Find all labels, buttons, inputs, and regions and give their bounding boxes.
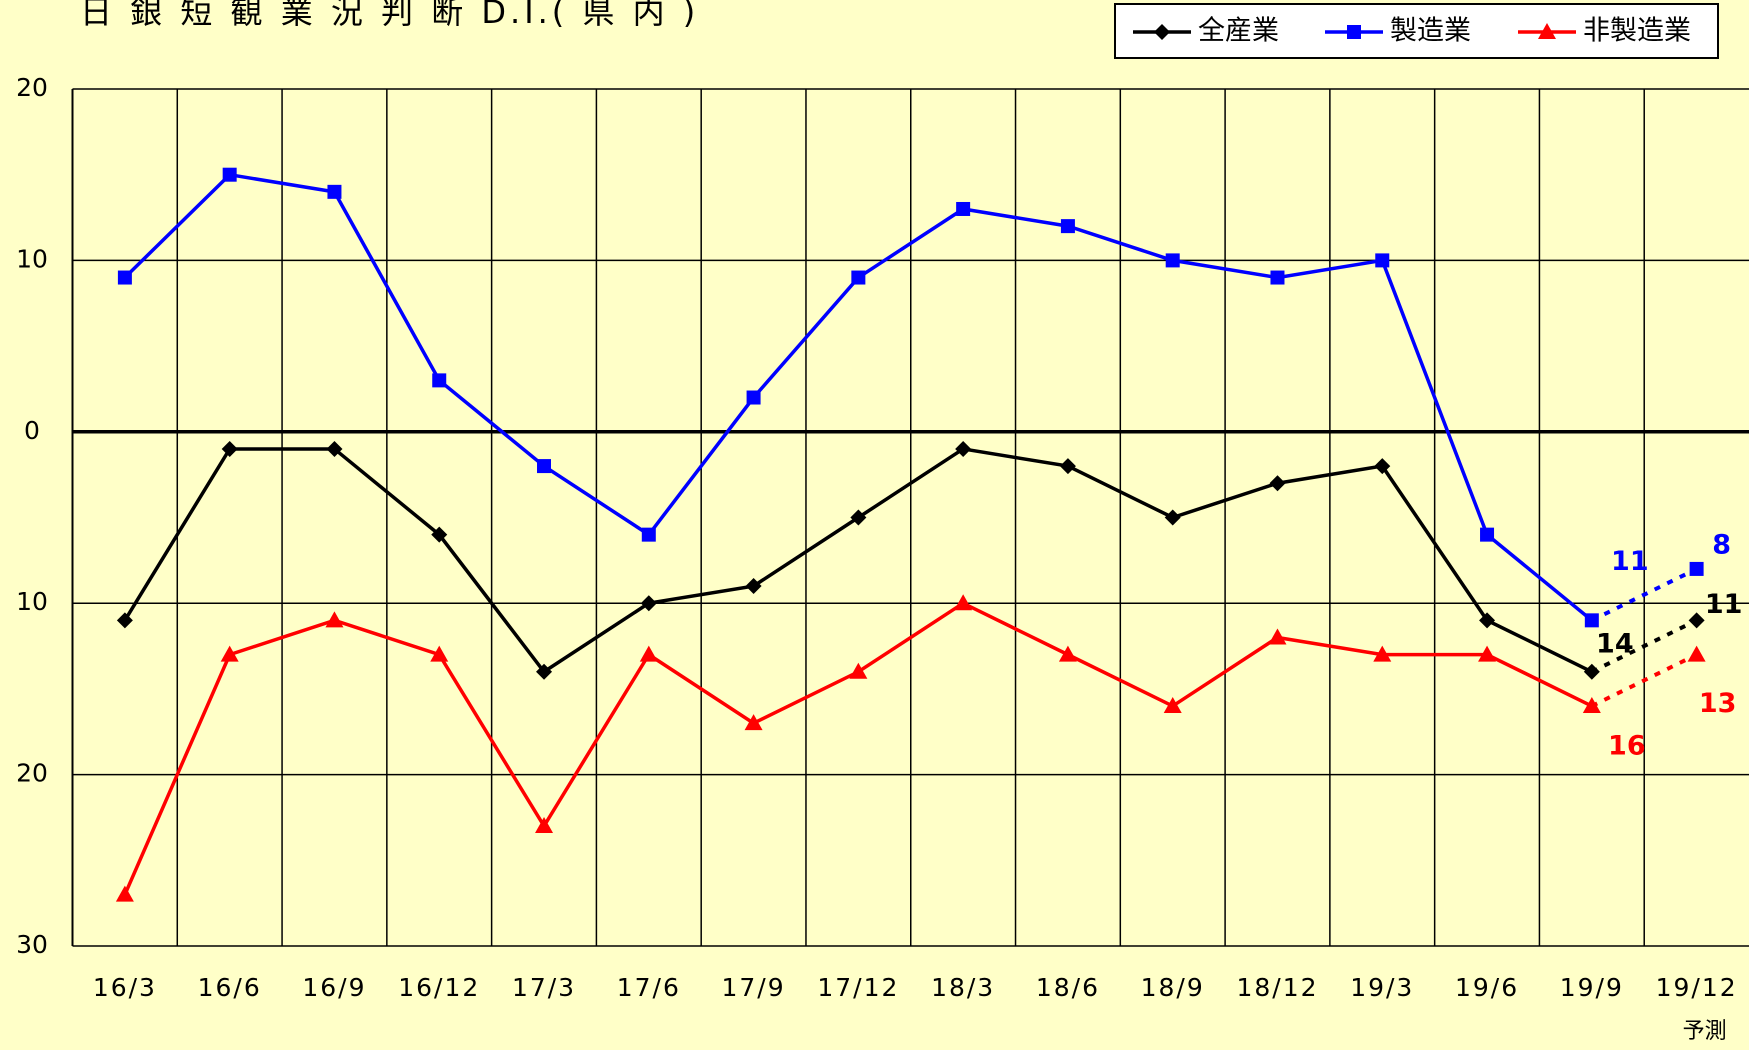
marker xyxy=(1347,25,1361,39)
marker xyxy=(1154,24,1170,40)
marker xyxy=(1375,253,1390,268)
x-tick-label: 19/9 xyxy=(1560,973,1624,1002)
marker xyxy=(1059,458,1076,475)
marker xyxy=(1687,645,1706,662)
x-tick-label: 17/9 xyxy=(722,973,786,1002)
x-tick-label: 17/6 xyxy=(617,973,681,1002)
forecast-line xyxy=(1590,567,1698,623)
marker xyxy=(850,509,867,526)
data-label: 13 xyxy=(1699,688,1737,719)
marker xyxy=(1164,509,1181,526)
marker xyxy=(1165,253,1180,268)
marker xyxy=(432,373,447,388)
x-tick-label: 19/6 xyxy=(1455,973,1519,1002)
x-tick-label: 19/3 xyxy=(1350,973,1414,1002)
marker xyxy=(325,611,344,628)
data-label: 8 xyxy=(1712,529,1731,560)
y-tick-label: 10 xyxy=(16,587,48,616)
marker xyxy=(641,527,656,542)
marker xyxy=(536,663,553,680)
x-tick-label: 18/9 xyxy=(1141,973,1205,1002)
marker xyxy=(1689,561,1704,576)
marker xyxy=(431,526,448,543)
x-tick-label: 16/3 xyxy=(93,973,157,1002)
forecast-line xyxy=(1590,652,1698,708)
x-tick-label: 17/3 xyxy=(512,973,576,1002)
x-tick-label: 16/6 xyxy=(198,973,262,1002)
chart-title: 日 銀 短 観 業 況 判 断 D.I.( 県 内 ) xyxy=(80,0,699,31)
marker xyxy=(326,440,343,457)
x-tick-label: 19/12 xyxy=(1656,973,1738,1002)
marker xyxy=(1480,527,1495,542)
forecast-line xyxy=(1590,618,1698,674)
data-label: 11 xyxy=(1611,546,1649,577)
legend-box xyxy=(1114,3,1719,59)
marker xyxy=(640,595,657,612)
data-label: 16 xyxy=(1608,731,1646,762)
marker xyxy=(954,594,973,611)
y-tick-label: 10 xyxy=(16,244,48,273)
marker xyxy=(1163,697,1182,714)
marker xyxy=(851,270,866,285)
marker xyxy=(1583,663,1600,680)
marker xyxy=(117,270,132,285)
marker xyxy=(745,578,762,595)
x-tick-label: 17/12 xyxy=(817,973,899,1002)
x-tick-label: 18/3 xyxy=(931,973,995,1002)
legend-label: 製造業 xyxy=(1390,16,1471,47)
marker xyxy=(1373,645,1392,662)
marker xyxy=(1479,612,1496,629)
marker xyxy=(1268,628,1287,645)
marker xyxy=(1478,645,1497,662)
x-tick-label: 18/12 xyxy=(1236,973,1318,1002)
marker xyxy=(327,184,342,199)
y-tick-label: 20 xyxy=(16,759,48,788)
x-tick-label: 16/9 xyxy=(302,973,366,1002)
marker xyxy=(1374,458,1391,475)
marker xyxy=(220,645,239,662)
legend: 全産業 製造業 非製造業 xyxy=(1114,3,1719,59)
marker xyxy=(849,662,868,679)
annotation: 予測 xyxy=(1683,1019,1727,1044)
marker xyxy=(535,817,554,834)
y-tick-label: 0 xyxy=(24,416,40,445)
marker xyxy=(1269,475,1286,492)
legend-label: 非製造業 xyxy=(1583,16,1691,47)
marker xyxy=(537,459,552,474)
y-tick-label: 30 xyxy=(16,930,48,959)
x-tick-label: 18/6 xyxy=(1036,973,1100,1002)
marker xyxy=(1538,23,1556,39)
legend-label: 全産業 xyxy=(1198,16,1279,47)
marker xyxy=(956,201,971,216)
marker xyxy=(744,714,763,731)
marker xyxy=(1270,270,1285,285)
marker xyxy=(222,167,237,182)
marker xyxy=(1584,613,1599,628)
marker xyxy=(955,440,972,457)
marker xyxy=(115,885,134,902)
y-tick-label: 20 xyxy=(16,73,48,102)
x-tick-label: 16/12 xyxy=(398,973,480,1002)
marker xyxy=(430,645,449,662)
marker xyxy=(639,645,658,662)
marker xyxy=(1060,219,1075,234)
marker xyxy=(1688,612,1705,629)
marker xyxy=(1582,697,1601,714)
marker xyxy=(116,612,133,629)
data-label: 11 xyxy=(1705,589,1743,620)
data-label: 14 xyxy=(1596,628,1634,659)
marker xyxy=(746,390,761,405)
marker xyxy=(1058,645,1077,662)
marker xyxy=(221,440,238,457)
